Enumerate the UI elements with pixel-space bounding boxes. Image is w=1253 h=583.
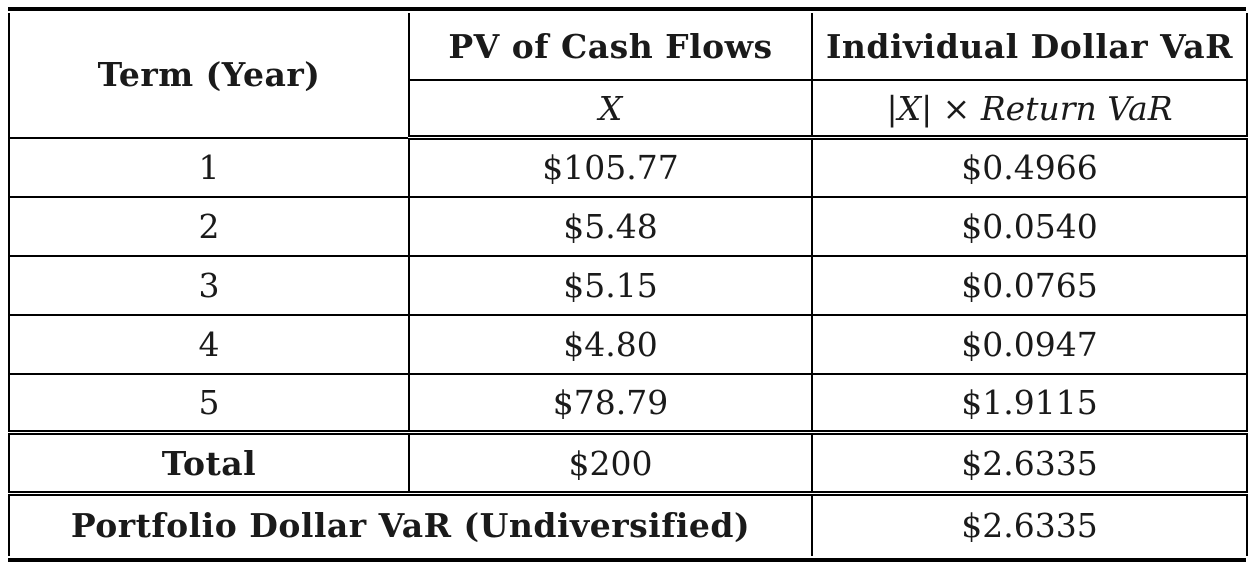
term-cell: 2 [8, 195, 410, 257]
portfolio-row: Portfolio Dollar VaR (Undiversified) $2.… [8, 492, 1248, 556]
table-body: Term (Year) PV of Cash Flows Individual … [8, 13, 1248, 556]
pv-cell: $105.77 [408, 136, 813, 198]
var-table: Term (Year) PV of Cash Flows Individual … [8, 7, 1248, 562]
total-var: $2.6335 [811, 431, 1248, 496]
term-cell: 3 [8, 254, 410, 316]
total-row: Total $200 $2.6335 [8, 431, 1248, 496]
table-row: 4 $4.80 $0.0947 [8, 313, 1248, 375]
total-pv: $200 [408, 431, 813, 496]
portfolio-value: $2.6335 [811, 492, 1248, 556]
pv-cell: $5.15 [408, 254, 813, 316]
table-row: 5 $78.79 $1.9115 [8, 372, 1248, 435]
var-cell: $0.4966 [811, 136, 1248, 198]
term-cell: 4 [8, 313, 410, 375]
total-label: Total [8, 431, 410, 496]
pv-cell: $78.79 [408, 372, 813, 435]
term-cell: 5 [8, 372, 410, 435]
header-var: Individual Dollar VaR [811, 13, 1248, 81]
header-pv: PV of Cash Flows [408, 13, 813, 81]
table-row: 3 $5.15 $0.0765 [8, 254, 1248, 316]
pv-cell: $5.48 [408, 195, 813, 257]
table-row: 2 $5.48 $0.0540 [8, 195, 1248, 257]
portfolio-label: Portfolio Dollar VaR (Undiversified) [8, 492, 813, 556]
var-cell: $0.0765 [811, 254, 1248, 316]
pv-cell: $4.80 [408, 313, 813, 375]
header-pv-sub: X [408, 79, 813, 140]
term-cell: 1 [8, 136, 410, 198]
top-rule [8, 7, 1246, 11]
header-var-sub: |X| × Return VaR [811, 79, 1248, 140]
var-cell: $1.9115 [811, 372, 1248, 435]
header-term: Term (Year) [8, 13, 410, 139]
var-cell: $0.0947 [811, 313, 1248, 375]
table-row: 1 $105.77 $0.4966 [8, 136, 1248, 198]
var-cell: $0.0540 [811, 195, 1248, 257]
bottom-rule [8, 557, 1246, 562]
